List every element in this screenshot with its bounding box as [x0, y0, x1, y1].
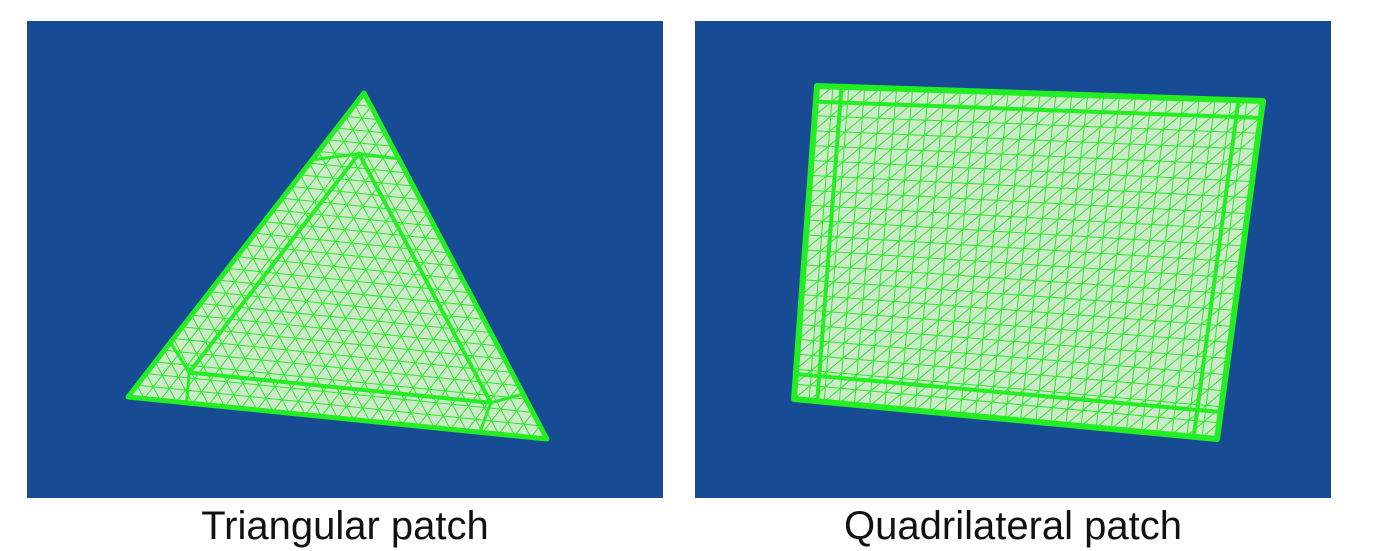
mesh-grid — [793, 85, 1264, 440]
inner-triangle-outline — [187, 151, 493, 405]
quadrilateral-patch-panel — [695, 21, 1331, 498]
triangular-patch-caption: Triangular patch — [201, 504, 489, 548]
quadrilateral-mesh-figure — [695, 21, 1331, 498]
quad-outline — [791, 83, 1266, 442]
triangular-patch-panel — [27, 21, 663, 498]
triangular-mesh-figure — [27, 21, 663, 498]
inner-frame-lines — [793, 84, 1263, 439]
corner-connectors — [168, 152, 525, 434]
triangle-outline — [125, 90, 550, 442]
quadrilateral-patch-caption: Quadrilateral patch — [844, 504, 1182, 548]
